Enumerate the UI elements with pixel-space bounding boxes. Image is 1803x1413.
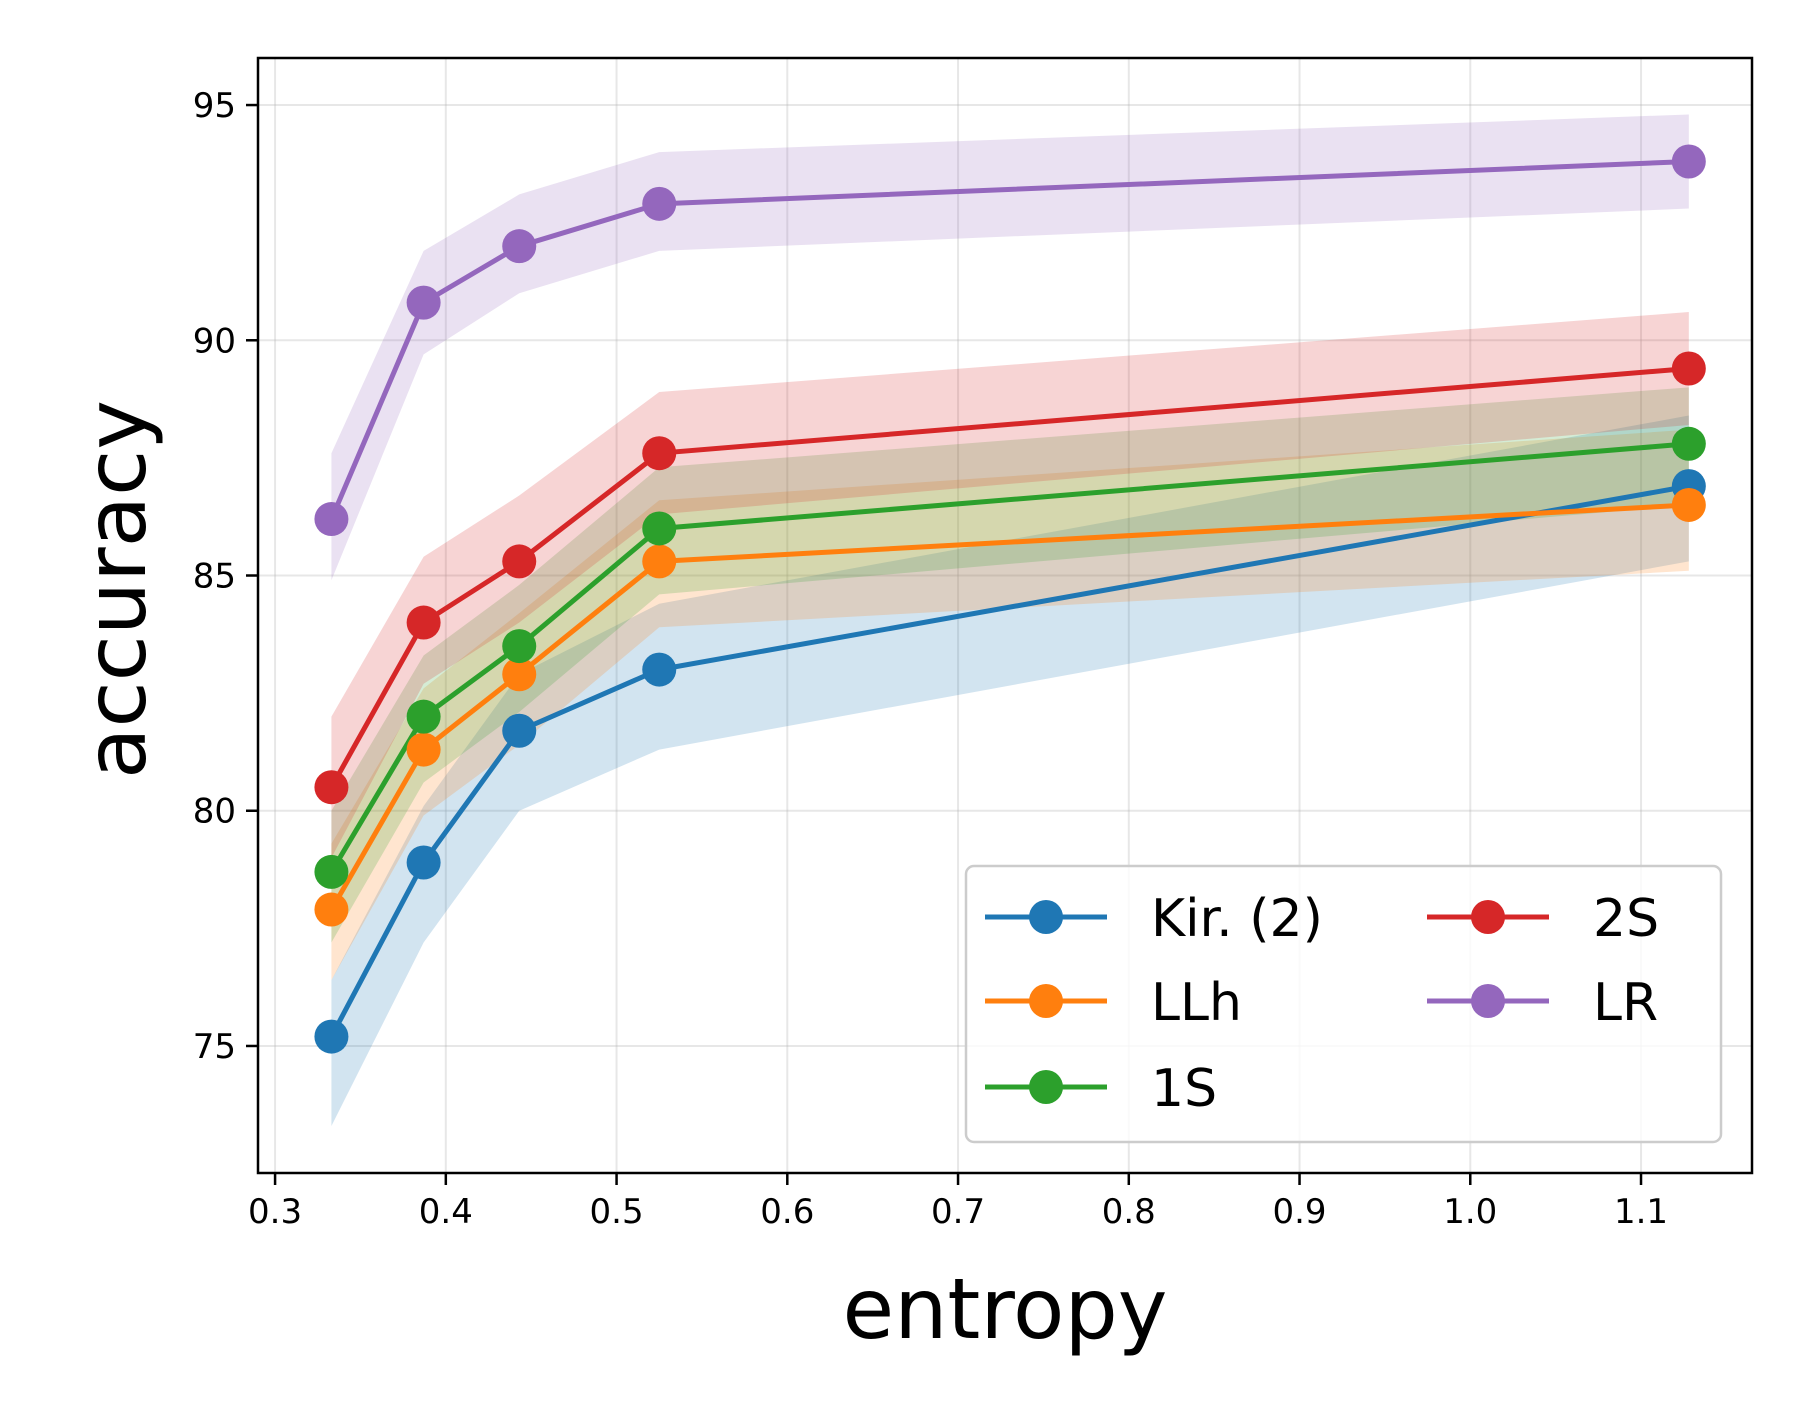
point-lr-0 xyxy=(314,502,349,537)
legend-marker-1s xyxy=(1029,1070,1063,1104)
band-lr xyxy=(331,114,1689,581)
x-tick-label-2: 0.5 xyxy=(590,1192,644,1232)
point-kir-2-2 xyxy=(502,713,537,748)
point-lr-2 xyxy=(502,229,537,264)
x-tick-label-8: 1.1 xyxy=(1614,1192,1668,1232)
legend-label-1s: 1S xyxy=(1151,1059,1217,1119)
x-tick-label-5: 0.8 xyxy=(1102,1192,1156,1232)
y-tick-label-2: 85 xyxy=(193,557,236,597)
x-tick-label-3: 0.6 xyxy=(760,1192,814,1232)
point-1s-4 xyxy=(1671,426,1706,461)
point-lr-3 xyxy=(642,186,677,221)
y-tick-label-1: 80 xyxy=(193,792,236,832)
legend-box xyxy=(964,864,1723,1144)
point-2s-0 xyxy=(314,770,349,805)
point-2s-4 xyxy=(1671,351,1706,386)
legend-marker-llh xyxy=(1029,984,1063,1018)
x-tick-label-4: 0.7 xyxy=(931,1192,985,1232)
y-tick-label-3: 90 xyxy=(193,321,236,361)
point-lr-1 xyxy=(406,285,441,320)
point-llh-0 xyxy=(314,892,349,927)
y-axis-label: accuracy xyxy=(67,400,165,779)
legend-marker-lr xyxy=(1471,984,1505,1018)
point-llh-4 xyxy=(1671,487,1706,522)
point-kir-2-1 xyxy=(406,845,441,880)
legend-label-llh: LLh xyxy=(1151,973,1242,1033)
point-kir-2-3 xyxy=(642,652,677,687)
x-axis-label: entropy xyxy=(843,1260,1168,1358)
point-1s-2 xyxy=(502,629,537,664)
point-lr-4 xyxy=(1671,144,1706,179)
point-llh-3 xyxy=(642,544,677,579)
legend-label-lr: LR xyxy=(1593,973,1658,1033)
point-2s-1 xyxy=(406,605,441,640)
band-kir-2 xyxy=(331,415,1689,1126)
legend: Kir. (2) LLh 1S 2S LR xyxy=(964,864,1723,1144)
y-tick-label-4: 95 xyxy=(193,86,236,126)
point-1s-1 xyxy=(406,699,441,734)
legend-label-kir-2: Kir. (2) xyxy=(1151,889,1323,949)
x-tick-label-0: 0.3 xyxy=(248,1192,302,1232)
point-llh-1 xyxy=(406,732,441,767)
legend-marker-kir-2 xyxy=(1029,900,1063,934)
x-tick-label-7: 1.0 xyxy=(1443,1192,1497,1232)
point-llh-2 xyxy=(502,657,537,692)
point-2s-3 xyxy=(642,436,677,471)
point-1s-0 xyxy=(314,854,349,889)
x-tick-label-6: 0.9 xyxy=(1272,1192,1326,1232)
x-tick-label-1: 0.4 xyxy=(419,1192,473,1232)
axis-ticks: 0.3 0.4 0.5 0.6 0.7 0.8 0.9 1.0 1.1 75 80 85 90 95 xyxy=(193,86,1668,1232)
legend-label-2s: 2S xyxy=(1593,889,1659,949)
y-tick-label-0: 75 xyxy=(193,1027,236,1067)
point-kir-2-0 xyxy=(314,1019,349,1054)
point-1s-3 xyxy=(642,511,677,546)
series-markers xyxy=(314,144,1706,1054)
plot-frame xyxy=(256,56,1754,1175)
point-2s-2 xyxy=(502,544,537,579)
legend-marker-2s xyxy=(1471,900,1505,934)
